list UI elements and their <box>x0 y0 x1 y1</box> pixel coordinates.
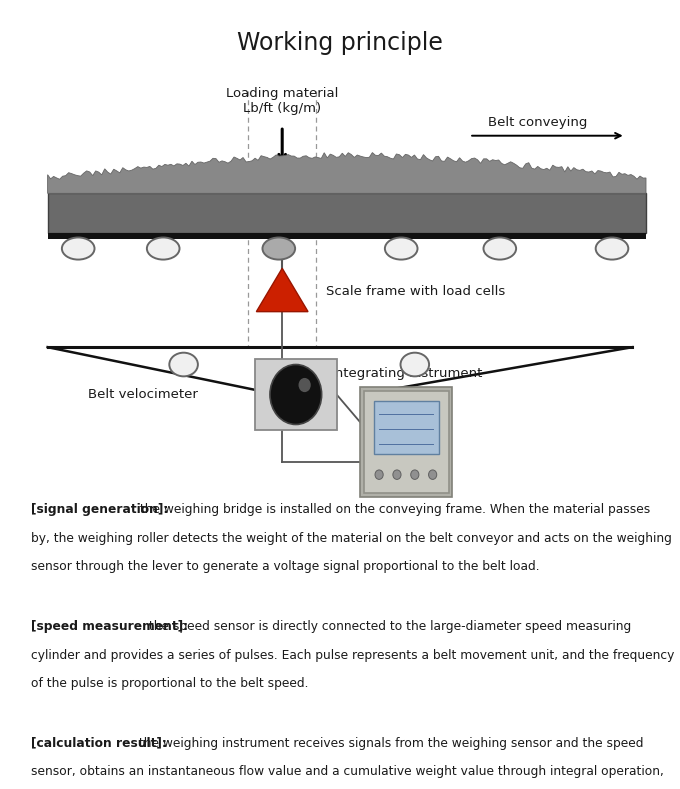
Text: cylinder and provides a series of pulses. Each pulse represents a belt movement : cylinder and provides a series of pulses… <box>31 649 674 661</box>
Circle shape <box>270 365 322 424</box>
Ellipse shape <box>262 237 295 260</box>
Circle shape <box>393 470 401 480</box>
Text: [speed measurement]:: [speed measurement]: <box>31 620 188 633</box>
Text: Integrating instrument: Integrating instrument <box>330 367 482 380</box>
Text: by, the weighing roller detects the weight of the material on the belt conveyor : by, the weighing roller detects the weig… <box>31 532 671 544</box>
Text: sensor through the lever to generate a voltage signal proportional to the belt l: sensor through the lever to generate a v… <box>31 560 539 573</box>
Bar <box>48 193 646 233</box>
Circle shape <box>428 470 437 480</box>
Text: sensor, obtains an instantaneous flow value and a cumulative weight value throug: sensor, obtains an instantaneous flow va… <box>31 765 664 778</box>
Polygon shape <box>48 152 646 193</box>
Ellipse shape <box>401 353 429 376</box>
Circle shape <box>411 470 419 480</box>
FancyBboxPatch shape <box>255 359 337 430</box>
Text: the speed sensor is directly connected to the large-diameter speed measuring: the speed sensor is directly connected t… <box>145 620 631 633</box>
Polygon shape <box>256 268 308 312</box>
Bar <box>48 233 646 239</box>
Text: of the pulse is proportional to the belt speed.: of the pulse is proportional to the belt… <box>31 677 308 690</box>
Text: Lb/ft (kg/m): Lb/ft (kg/m) <box>243 102 321 114</box>
Text: the weighing bridge is installed on the conveying frame. When the material passe: the weighing bridge is installed on the … <box>136 503 650 516</box>
FancyBboxPatch shape <box>374 401 439 454</box>
Text: Loading material: Loading material <box>226 87 339 99</box>
Circle shape <box>375 470 384 480</box>
Ellipse shape <box>62 237 95 260</box>
Ellipse shape <box>483 237 516 260</box>
Text: Scale frame with load cells: Scale frame with load cells <box>326 286 506 298</box>
Text: [signal generation]:: [signal generation]: <box>31 503 168 516</box>
Text: Belt velocimeter: Belt velocimeter <box>88 388 198 401</box>
FancyBboxPatch shape <box>360 387 452 497</box>
Circle shape <box>299 378 311 392</box>
Ellipse shape <box>385 237 418 260</box>
Text: Working principle: Working principle <box>237 32 443 55</box>
Text: the weighing instrument receives signals from the weighing sensor and the speed: the weighing instrument receives signals… <box>135 737 643 750</box>
Text: [calculation result]:: [calculation result]: <box>31 737 167 750</box>
Ellipse shape <box>147 237 180 260</box>
Ellipse shape <box>596 237 628 260</box>
Text: Belt conveying: Belt conveying <box>488 116 587 129</box>
FancyBboxPatch shape <box>364 391 449 493</box>
Ellipse shape <box>169 353 198 376</box>
